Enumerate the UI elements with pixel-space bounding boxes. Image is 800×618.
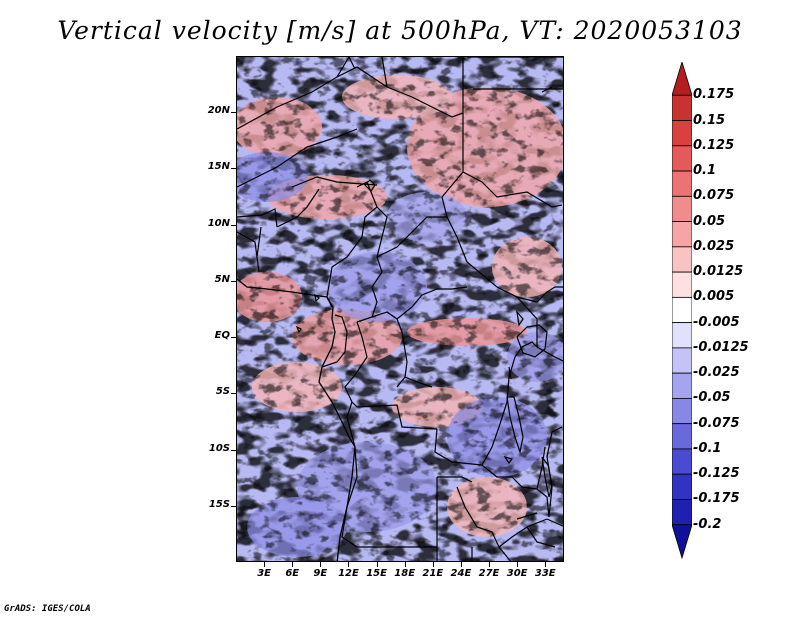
colorbar-segment [672, 473, 692, 500]
colorbar-segment [672, 296, 692, 324]
colorbar-segment [672, 62, 692, 96]
longitude-tick-label: 27E [478, 568, 500, 579]
longitude-tick-label: 3E [257, 568, 271, 579]
longitude-tick-label: 12E [338, 568, 359, 579]
longitude-tick-mark [377, 562, 378, 567]
colorbar-label: -0.125 [693, 466, 740, 482]
colorbar-label: 0.1 [693, 163, 717, 179]
colorbar-segment [672, 221, 692, 248]
colorbar-segment [672, 423, 692, 450]
field-texture [237, 57, 563, 561]
colorbar-segment [672, 271, 692, 298]
colorbar-label: -0.175 [693, 491, 740, 507]
colorbar-label: 0.175 [693, 87, 735, 103]
latitude-tick-label: 15S [208, 498, 230, 510]
colorbar-segment [672, 372, 692, 399]
latitude-tick-label: 5S [215, 386, 230, 398]
colorbar-segment [672, 145, 692, 172]
longitude-tick-label: 30E [506, 568, 528, 579]
latitude-tick-label: 20N [207, 105, 230, 117]
colorbar-segment [672, 170, 692, 197]
longitude-tick-mark [545, 562, 546, 567]
country-borders [237, 57, 563, 561]
longitude-tick-mark [517, 562, 518, 567]
colorbar-segment [672, 499, 692, 526]
latitude-tick-mark [231, 450, 236, 451]
colorbar [672, 62, 692, 560]
longitude-tick-label: 6E [285, 568, 300, 579]
longitude-tick-label: 15E [366, 568, 387, 579]
colorbar-segment [672, 448, 692, 475]
latitude-tick-mark [231, 337, 236, 338]
colorbar-segment [672, 322, 692, 349]
longitude-tick-label: 33E [534, 568, 556, 579]
footer-credit: GrADS: IGES/COLA [4, 604, 91, 614]
colorbar-label: 0.075 [693, 188, 735, 204]
colorbar-segment [672, 398, 692, 425]
colorbar-label: 0.125 [693, 137, 735, 153]
latitude-tick-label: EQ [214, 330, 230, 342]
latitude-tick-mark [231, 281, 236, 282]
map-plot-area [236, 56, 564, 562]
longitude-tick-label: 9E [313, 568, 328, 579]
latitude-tick-label: 5N [214, 273, 230, 285]
colorbar-label: -0.05 [693, 390, 731, 406]
colorbar-label: 0.025 [693, 238, 735, 254]
latitude-tick-mark [231, 168, 236, 169]
longitude-tick-label: 21E [422, 568, 444, 579]
colorbar-label: 0.15 [693, 112, 726, 128]
colorbar-segment [672, 94, 692, 121]
chart-title: Vertical velocity [m/s] at 500hPa, VT: 2… [57, 16, 743, 45]
latitude-tick-mark [231, 393, 236, 394]
colorbar-segment [672, 120, 692, 147]
colorbar-label: -0.075 [693, 415, 740, 431]
colorbar-label: 0.05 [693, 213, 726, 229]
longitude-tick-label: 24E [450, 568, 472, 579]
colorbar-segment [672, 195, 692, 222]
longitude-tick-mark [433, 562, 434, 567]
longitude-tick-mark [292, 562, 293, 567]
latitude-tick-mark [231, 225, 236, 226]
longitude-tick-mark [405, 562, 406, 567]
colorbar-label: -0.2 [693, 516, 722, 532]
colorbar-segment [672, 524, 692, 560]
latitude-tick-mark [231, 112, 236, 113]
colorbar-label: -0.0125 [693, 339, 749, 355]
colorbar-segment [672, 347, 692, 374]
latitude-tick-mark [231, 506, 236, 507]
colorbar-label: 0.005 [693, 289, 735, 305]
longitude-tick-mark [264, 562, 265, 567]
longitude-tick-mark [320, 562, 321, 567]
velocity-field-map [237, 57, 563, 561]
longitude-tick-mark [489, 562, 490, 567]
colorbar-label: -0.1 [693, 440, 722, 456]
colorbar-label: -0.025 [693, 365, 740, 381]
colorbar-label: 0.0125 [693, 264, 744, 280]
longitude-tick-mark [348, 562, 349, 567]
latitude-tick-label: 10N [207, 217, 230, 229]
latitude-tick-label: 15N [207, 161, 230, 173]
longitude-tick-mark [461, 562, 462, 567]
longitude-tick-label: 18E [394, 568, 416, 579]
colorbar-label: -0.005 [693, 314, 740, 330]
latitude-tick-label: 10S [208, 442, 230, 454]
colorbar-segment [672, 246, 692, 273]
